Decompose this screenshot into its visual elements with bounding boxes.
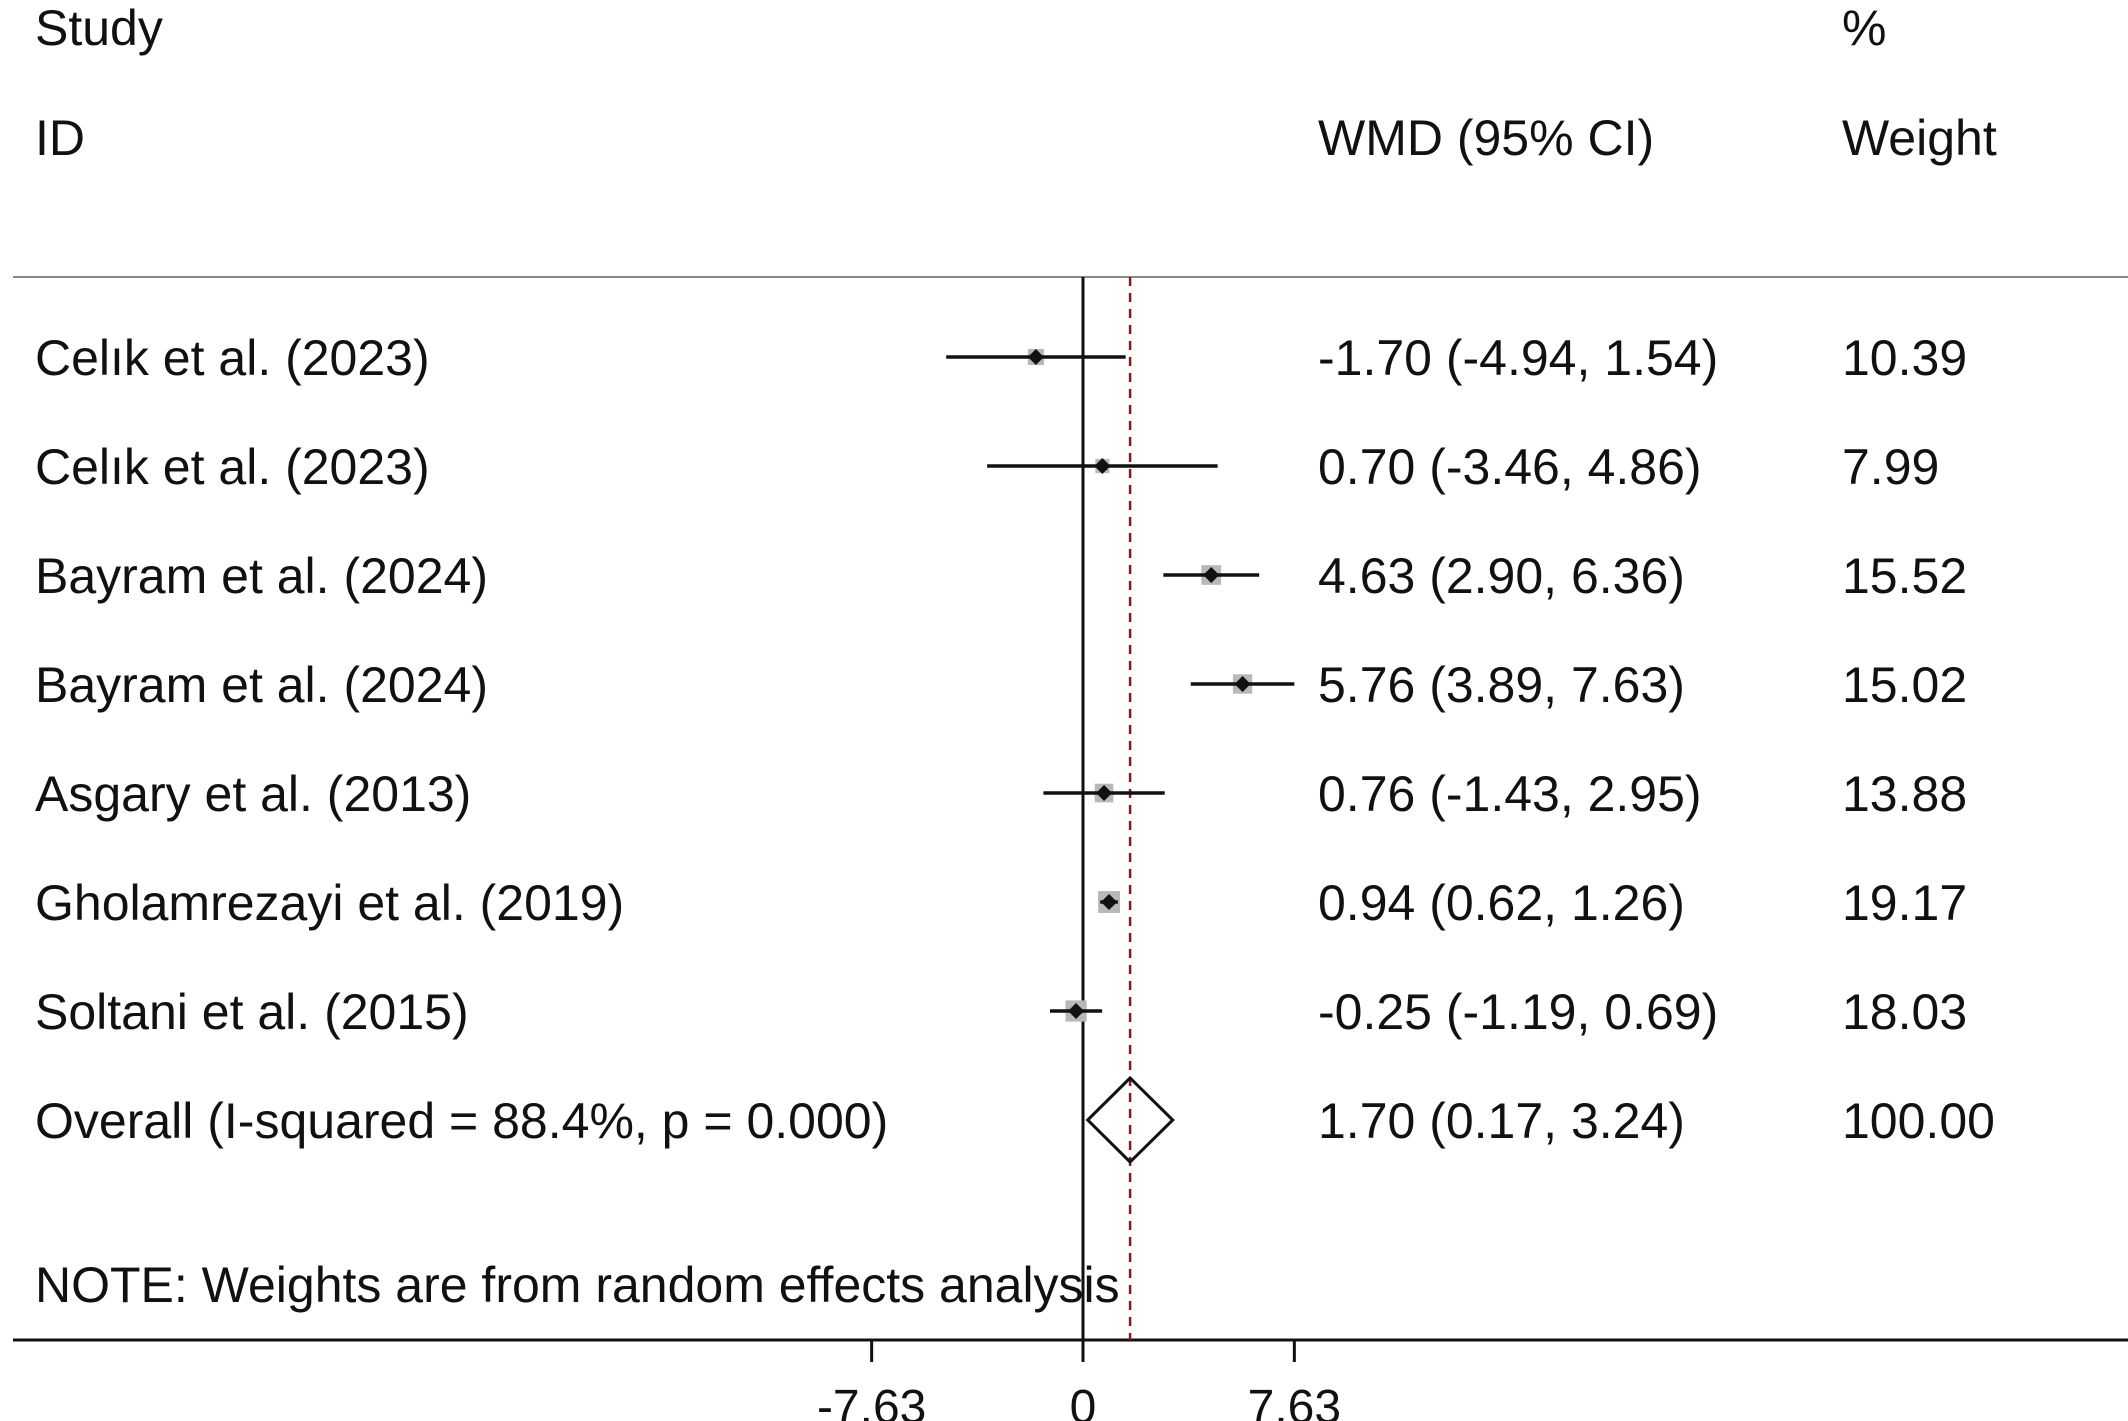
study-label: Celık et al. (2023) — [35, 439, 430, 495]
study-point-estimate — [1101, 894, 1118, 910]
x-tick-label: 7.63 — [1248, 1381, 1341, 1421]
study-label: Bayram et al. (2024) — [35, 548, 488, 604]
study-weight-text: 10.39 — [1842, 330, 1967, 386]
header-id: ID — [35, 110, 85, 166]
x-tick-label: 0 — [1070, 1381, 1097, 1421]
overall-diamond — [1085, 1075, 1175, 1165]
study-ci-text: 4.63 (2.90, 6.36) — [1318, 548, 1685, 604]
overall-ci-text: 1.70 (0.17, 3.24) — [1318, 1093, 1685, 1149]
study-point-estimate — [1027, 349, 1044, 365]
study-point-estimate — [1203, 567, 1220, 583]
study-label: Celık et al. (2023) — [35, 330, 430, 386]
study-weight-text: 15.02 — [1842, 657, 1967, 713]
x-tick-label: -7.63 — [817, 1381, 926, 1421]
study-weight-text: 18.03 — [1842, 984, 1967, 1040]
plot-rows: Celık et al. (2023) -1.70 (-4.94, 1.54) 10… — [35, 330, 1995, 1149]
study-label: Bayram et al. (2024) — [35, 657, 488, 713]
header-percent: % — [1842, 0, 1886, 56]
study-label: Gholamrezayi et al. (2019) — [35, 875, 624, 931]
header-weight: Weight — [1842, 110, 1997, 166]
plot-marks — [946, 277, 1295, 1340]
study-ci-text: -1.70 (-4.94, 1.54) — [1318, 330, 1718, 386]
study-ci-text: 0.94 (0.62, 1.26) — [1318, 875, 1685, 931]
study-ci-text: 0.70 (-3.46, 4.86) — [1318, 439, 1702, 495]
overall-weight-text: 100.00 — [1842, 1093, 1995, 1149]
note-text: NOTE: Weights are from random effects an… — [35, 1257, 1120, 1313]
study-ci-text: 0.76 (-1.43, 2.95) — [1318, 766, 1702, 822]
study-point-estimate — [1068, 1003, 1085, 1019]
study-label: Soltani et al. (2015) — [35, 984, 469, 1040]
study-label: Asgary et al. (2013) — [35, 766, 471, 822]
study-ci-text: 5.76 (3.89, 7.63) — [1318, 657, 1685, 713]
study-weight-text: 13.88 — [1842, 766, 1967, 822]
study-weight-text: 15.52 — [1842, 548, 1967, 604]
study-point-estimate — [1096, 785, 1113, 801]
study-point-estimate — [1234, 676, 1251, 692]
header-study: Study — [35, 0, 163, 56]
study-point-estimate — [1094, 458, 1111, 474]
overall-label: Overall (I-squared = 88.4%, p = 0.000) — [35, 1093, 888, 1149]
x-axis-ticks: -7.63 0 7.63 — [817, 1340, 1341, 1421]
study-weight-text: 7.99 — [1842, 439, 1939, 495]
header-effect: WMD (95% CI) — [1318, 110, 1654, 166]
study-ci-text: -0.25 (-1.19, 0.69) — [1318, 984, 1718, 1040]
study-weight-text: 19.17 — [1842, 875, 1967, 931]
